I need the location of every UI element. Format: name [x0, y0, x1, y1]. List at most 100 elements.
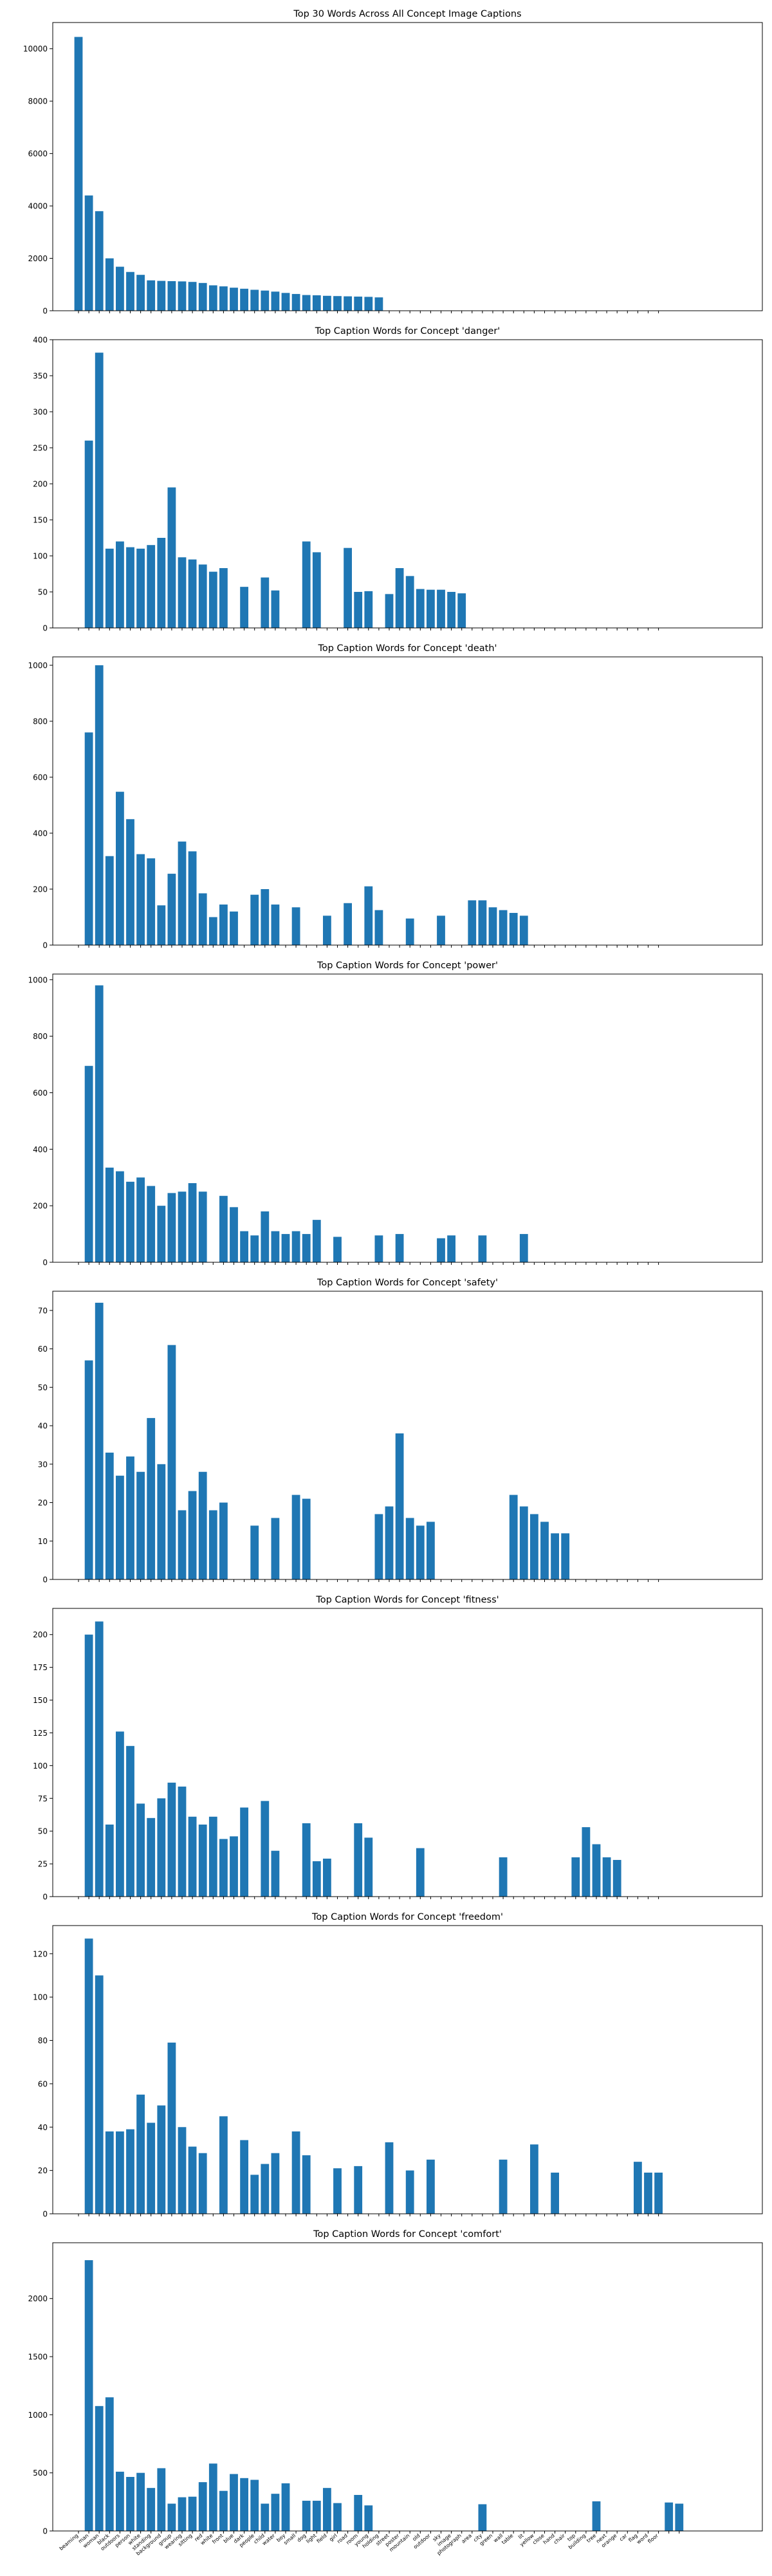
bar [612, 1859, 621, 1897]
x-tick-label: hand [542, 2533, 556, 2546]
bar [323, 1858, 331, 1897]
chart-title: Top Caption Words for Concept 'danger' [315, 326, 501, 336]
axes-frame [52, 339, 763, 629]
bar [592, 2501, 601, 2531]
bar [364, 297, 373, 311]
y-tick-label: 50 [38, 1827, 48, 1836]
bar [385, 594, 394, 628]
y-tick-label: 400 [33, 1145, 48, 1154]
bar [219, 2116, 228, 2214]
bar [271, 1231, 280, 1262]
bar [240, 2478, 248, 2531]
y-tick-label: 150 [33, 516, 48, 525]
bar [116, 266, 124, 311]
bar [178, 2127, 187, 2214]
bar [374, 297, 383, 311]
bar [354, 2495, 363, 2531]
x-tick-label: floor [647, 2532, 659, 2544]
x-tick-label: light [305, 2533, 317, 2544]
y-tick-label: 800 [33, 717, 48, 726]
bar [84, 1634, 93, 1897]
y-tick-label: 0 [42, 2527, 48, 2536]
bar [116, 2131, 124, 2214]
bar [281, 2483, 290, 2531]
bar [323, 2488, 331, 2531]
bar [395, 568, 404, 628]
bar [95, 211, 104, 311]
bar [188, 559, 197, 628]
chart-title: Top 30 Words Across All Concept Image Ca… [293, 9, 521, 19]
bar [167, 2503, 176, 2531]
y-tick-label: 350 [33, 372, 48, 381]
bar [312, 1861, 321, 1897]
x-tick-label: blue [223, 2533, 235, 2544]
bar [219, 2490, 228, 2531]
axes-frame [52, 22, 763, 311]
bar [281, 1234, 290, 1262]
bar [105, 856, 114, 945]
bar [84, 1065, 93, 1262]
bar [427, 1522, 435, 1579]
bar [126, 1745, 134, 1897]
bar [84, 440, 93, 628]
bar [157, 2105, 166, 2214]
bar [126, 1456, 134, 1579]
bar [364, 2505, 373, 2531]
bar [291, 1495, 300, 1579]
bar [250, 1525, 259, 1579]
bar [157, 1206, 166, 1262]
bar [634, 2162, 642, 2214]
bar [250, 1235, 259, 1262]
bar [157, 2468, 166, 2531]
bar [136, 2472, 145, 2531]
bar [208, 1816, 217, 1897]
chart-panel-6: Top Caption Words for Concept 'freedom' 0… [33, 1912, 763, 2219]
y-tick-label: 200 [33, 1202, 48, 1211]
bar [281, 293, 290, 311]
chart-panel-2: Top Caption Words for Concept 'death' 0 20… [28, 643, 763, 950]
bar [354, 1823, 363, 1897]
chart-panel-7: Top Caption Words for Concept 'comfort' 0… [28, 2229, 763, 2536]
y-tick-label: 200 [33, 885, 48, 894]
bar [312, 552, 321, 628]
bar [95, 2406, 104, 2531]
bar [136, 1177, 145, 1262]
bar [157, 1798, 166, 1897]
bar [385, 2142, 394, 2214]
bar [219, 1502, 228, 1579]
bar [261, 290, 270, 311]
bar [291, 293, 300, 311]
bar [219, 1195, 228, 1262]
y-tick-label: 100 [33, 1993, 48, 2002]
bar [116, 2471, 124, 2531]
bar [116, 1475, 124, 1579]
y-tick-label: 400 [33, 829, 48, 838]
y-tick-label: 80 [38, 2036, 48, 2045]
bar [188, 1183, 197, 1262]
bar [219, 904, 228, 945]
x-tick-label: table [501, 2533, 514, 2546]
bar [509, 1495, 518, 1579]
y-tick-label: 600 [33, 773, 48, 782]
bar [105, 1452, 114, 1579]
bar [499, 910, 508, 945]
bar [240, 1231, 248, 1262]
bar [147, 280, 156, 311]
bar [302, 541, 311, 628]
bar [116, 1171, 124, 1262]
bar [427, 2159, 435, 2214]
bar [84, 1938, 93, 2214]
bar [364, 886, 373, 945]
bar [230, 911, 238, 945]
bar [167, 487, 176, 628]
y-tick-label: 100 [33, 1762, 48, 1771]
bar [405, 2170, 414, 2214]
bar [654, 2173, 663, 2214]
bar [374, 1514, 383, 1579]
x-tick-label: front [211, 2533, 224, 2545]
x-tick-label: small [282, 2533, 297, 2546]
axes-frame [52, 1925, 763, 2214]
bar [105, 2131, 114, 2214]
bar [405, 576, 414, 628]
bar [302, 1234, 311, 1262]
